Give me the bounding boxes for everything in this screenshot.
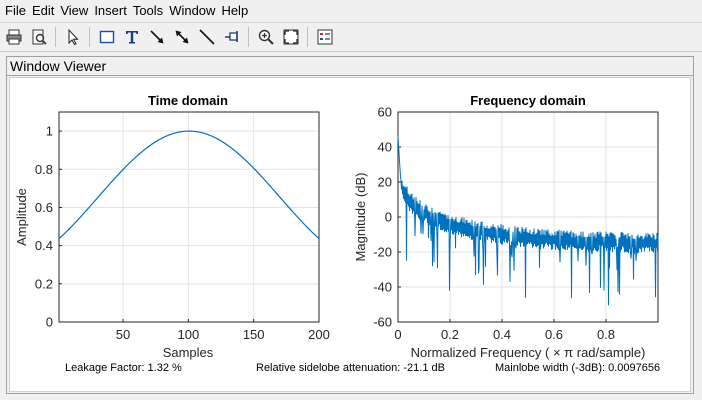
fit-button[interactable] [280, 26, 302, 48]
legend-icon [317, 29, 333, 45]
text-icon [126, 31, 138, 44]
menu-window[interactable]: Window [169, 3, 216, 18]
legend-button[interactable] [314, 26, 336, 48]
pointer-button[interactable] [62, 26, 84, 48]
arrow-button[interactable] [146, 26, 168, 48]
toolbar [0, 22, 702, 52]
menu-tools[interactable]: Tools [132, 3, 164, 18]
menu-bar: File Edit View Insert Tools Window Help [0, 0, 702, 21]
window-viewer-panel: Window Viewer [6, 56, 694, 394]
pin-icon [225, 31, 238, 42]
menu-edit[interactable]: Edit [31, 3, 55, 18]
menu-view[interactable]: View [60, 3, 89, 18]
toolbar-separator [89, 27, 90, 47]
rectangle-icon [99, 30, 115, 44]
line-button[interactable] [196, 26, 218, 48]
pin-button[interactable] [221, 26, 243, 48]
panel-title: Window Viewer [10, 58, 107, 74]
print-preview-icon [32, 29, 47, 45]
menu-file[interactable]: File [5, 3, 26, 18]
menu-insert[interactable]: Insert [94, 3, 127, 18]
sidelobe-attenuation-text: Relative sidelobe attenuation: -21.1 dB [256, 362, 445, 374]
menu-help[interactable]: Help [221, 3, 249, 18]
mainlobe-width-text: Mainlobe width (-3dB): 0.0097656 [495, 362, 661, 374]
line-icon [199, 29, 215, 45]
print-preview-button[interactable] [28, 26, 50, 48]
panel-divider [7, 75, 693, 76]
print-button[interactable] [3, 26, 25, 48]
pointer-icon [68, 28, 79, 46]
toolbar-separator [55, 27, 56, 47]
rectangle-button[interactable] [96, 26, 118, 48]
toolbar-separator [248, 27, 249, 47]
double-arrow-icon [175, 30, 189, 44]
toolbar-separator [307, 27, 308, 47]
leakage-factor-text: Leakage Factor: 1.32 % [65, 362, 182, 374]
zoom-in-button[interactable] [255, 26, 277, 48]
text-button[interactable] [121, 26, 143, 48]
plot-area [9, 77, 691, 392]
double-arrow-button[interactable] [171, 26, 193, 48]
print-icon [6, 29, 22, 45]
zoom-in-icon [258, 29, 274, 45]
fit-icon [283, 29, 299, 45]
arrow-icon [150, 30, 164, 44]
